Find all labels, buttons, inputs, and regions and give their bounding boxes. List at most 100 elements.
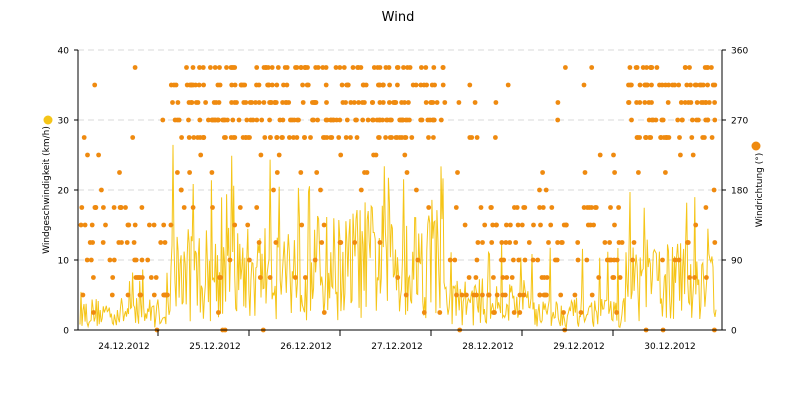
direction-point: [193, 100, 199, 105]
direction-point: [413, 82, 419, 88]
x-tick-label: 27.12.2012: [371, 342, 423, 352]
direction-point: [684, 82, 690, 88]
direction-point: [344, 82, 350, 88]
right-tick-label: 0: [731, 327, 737, 337]
direction-point: [559, 240, 564, 245]
direction-point: [493, 100, 499, 105]
direction-point: [589, 65, 595, 70]
direction-legend-icon: [751, 141, 761, 151]
direction-point: [274, 135, 280, 140]
direction-point: [85, 152, 90, 158]
direction-point: [504, 222, 509, 228]
direction-point: [516, 257, 522, 263]
direction-point: [190, 65, 196, 70]
direction-point: [611, 152, 616, 158]
direction-point: [617, 275, 623, 280]
direction-point: [321, 222, 327, 228]
direction-point: [589, 292, 595, 298]
direction-point: [78, 222, 84, 228]
direction-point: [395, 275, 401, 280]
direction-point: [294, 135, 300, 140]
x-tick-label: 25.12.2012: [189, 342, 241, 352]
direction-point: [274, 82, 280, 88]
direction-point: [139, 257, 145, 263]
direction-point: [685, 240, 691, 245]
direction-point: [517, 292, 523, 298]
direction-point: [489, 240, 495, 245]
direction-point: [130, 135, 136, 140]
direction-point: [178, 187, 184, 193]
direction-point: [710, 82, 716, 88]
direction-point: [110, 275, 116, 280]
direction-point: [500, 275, 506, 280]
x-tick-label: 24.12.2012: [98, 342, 150, 352]
direction-point: [138, 292, 144, 298]
direction-point: [409, 135, 415, 140]
direction-point: [419, 117, 425, 123]
direction-series: [78, 65, 718, 333]
direction-point: [139, 205, 145, 210]
direction-point: [670, 82, 675, 88]
direction-point: [581, 82, 587, 88]
direction-point: [637, 82, 643, 88]
direction-point: [612, 170, 617, 175]
direction-point: [161, 222, 167, 228]
direction-point: [494, 292, 500, 298]
direction-point: [188, 100, 194, 105]
direction-point: [709, 65, 714, 70]
direction-point: [179, 135, 185, 140]
direction-point: [519, 222, 525, 228]
direction-point: [300, 82, 305, 88]
direction-point: [456, 100, 462, 105]
direction-point: [88, 257, 94, 263]
direction-point: [324, 117, 330, 123]
direction-point: [328, 135, 333, 140]
direction-point: [197, 135, 203, 140]
direction-point: [682, 100, 688, 105]
direction-point: [634, 65, 640, 70]
direction-point: [209, 117, 215, 123]
left-tick-label: 30: [58, 117, 70, 127]
direction-point: [424, 82, 429, 88]
direction-point: [538, 222, 543, 228]
direction-point: [419, 65, 424, 70]
direction-point: [392, 100, 398, 105]
direction-point: [627, 65, 633, 70]
direction-point: [224, 65, 229, 70]
direction-point: [427, 117, 433, 123]
direction-point: [299, 222, 305, 228]
direction-point: [176, 117, 182, 123]
direction-point: [546, 240, 551, 245]
direction-point: [186, 135, 192, 140]
direction-point: [184, 65, 189, 70]
direction-point: [310, 100, 315, 105]
direction-point: [575, 257, 581, 263]
direction-point: [403, 292, 409, 298]
direction-point: [440, 82, 446, 88]
direction-point: [282, 65, 288, 70]
direction-point: [341, 65, 347, 70]
direction-point: [107, 257, 113, 263]
direction-point: [530, 257, 536, 263]
direction-point: [300, 100, 306, 105]
direction-point: [371, 152, 376, 158]
direction-point: [642, 100, 648, 105]
direction-point: [256, 100, 262, 105]
direction-point: [636, 170, 641, 175]
direction-point: [418, 82, 424, 88]
direction-point: [308, 135, 313, 140]
direction-point: [197, 117, 203, 123]
direction-point: [333, 65, 339, 70]
direction-point: [558, 292, 564, 298]
direction-point: [249, 100, 255, 105]
left-tick-label: 40: [58, 47, 70, 57]
direction-point: [415, 257, 421, 263]
direction-point: [500, 292, 506, 298]
direction-point: [688, 82, 693, 88]
direction-point: [201, 82, 207, 88]
direction-point: [208, 65, 213, 70]
direction-point: [542, 292, 548, 298]
direction-point: [172, 117, 178, 123]
direction-point: [555, 240, 560, 245]
direction-point: [490, 222, 496, 228]
